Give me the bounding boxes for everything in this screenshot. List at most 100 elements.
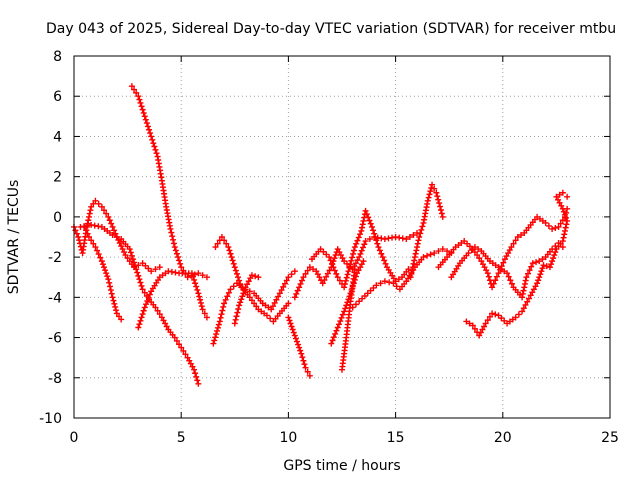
data-point <box>557 220 564 227</box>
data-point <box>508 244 515 251</box>
data-point <box>538 268 545 275</box>
data-point <box>350 250 357 257</box>
data-point <box>536 258 543 265</box>
data-point <box>203 274 210 281</box>
data-point <box>536 274 543 281</box>
data-point <box>150 140 157 147</box>
data-point <box>561 231 568 238</box>
data-point <box>537 271 544 278</box>
data-point <box>146 126 153 133</box>
data-point <box>481 264 488 271</box>
data-point <box>403 236 410 243</box>
data-point <box>505 250 512 257</box>
data-point <box>133 89 140 96</box>
data-point <box>319 280 326 287</box>
data-point <box>255 274 262 281</box>
data-point <box>72 227 79 234</box>
data-point <box>158 314 165 321</box>
y-tick-label: 6 <box>53 89 62 105</box>
data-point <box>290 329 297 336</box>
data-point <box>484 270 491 277</box>
data-point <box>113 310 120 317</box>
data-point <box>106 279 113 286</box>
data-point <box>514 234 521 240</box>
data-point <box>178 264 185 271</box>
data-point <box>221 300 228 307</box>
data-point <box>527 292 534 299</box>
data-point <box>135 272 142 279</box>
series-track-7 <box>212 234 292 325</box>
series-track-4 <box>128 83 210 281</box>
data-point <box>524 270 531 277</box>
data-point <box>214 324 221 331</box>
data-point <box>131 259 138 266</box>
data-point <box>138 314 145 321</box>
data-point <box>84 230 91 237</box>
data-point <box>234 309 241 316</box>
chart-title: Day 043 of 2025, Sidereal Day-to-day VTE… <box>46 21 616 37</box>
data-point <box>349 304 356 311</box>
data-point <box>148 268 155 275</box>
data-point <box>135 324 142 331</box>
data-point <box>240 290 247 297</box>
data-point <box>323 273 330 280</box>
data-point <box>246 288 253 295</box>
series-track-2 <box>77 221 202 387</box>
data-point <box>116 313 123 320</box>
data-point <box>556 191 563 198</box>
data-point <box>377 280 384 287</box>
data-point <box>232 267 239 274</box>
data-point <box>476 332 483 339</box>
data-point <box>356 254 363 261</box>
data-point <box>354 257 361 264</box>
data-point <box>405 266 412 273</box>
data-point <box>191 276 198 283</box>
data-point <box>137 279 144 286</box>
data-point <box>407 274 414 281</box>
data-point <box>417 230 424 237</box>
data-point <box>139 311 146 318</box>
data-point <box>216 318 223 325</box>
data-point <box>431 185 438 192</box>
data-point <box>471 249 478 256</box>
data-point <box>549 225 556 232</box>
data-point <box>109 231 116 238</box>
data-point <box>294 287 301 294</box>
data-point <box>431 250 438 257</box>
data-point <box>348 257 355 264</box>
data-point <box>143 301 150 308</box>
data-point <box>505 273 512 280</box>
data-point <box>425 194 432 201</box>
data-point <box>381 257 388 264</box>
data-point <box>331 267 338 274</box>
data-point <box>518 231 525 238</box>
data-point <box>287 320 294 327</box>
data-point <box>124 255 131 262</box>
data-point <box>231 320 238 327</box>
data-point <box>296 284 303 291</box>
data-point <box>229 257 236 264</box>
data-point <box>195 270 202 277</box>
data-point <box>468 247 475 254</box>
data-point <box>328 340 335 347</box>
data-point <box>304 267 311 274</box>
data-point <box>137 99 144 106</box>
data-point <box>86 213 93 220</box>
data-point <box>493 273 500 280</box>
y-tick-label: 0 <box>53 210 62 226</box>
data-point <box>297 347 304 354</box>
data-point <box>346 264 353 271</box>
data-point <box>489 284 496 291</box>
data-point <box>370 227 377 234</box>
data-point <box>193 373 200 380</box>
data-point <box>330 334 337 341</box>
y-tick-label: -10 <box>39 411 62 427</box>
data-point <box>371 230 378 237</box>
data-point <box>83 227 90 234</box>
data-point <box>326 267 333 274</box>
data-point <box>160 317 167 324</box>
data-point <box>127 249 134 256</box>
data-point <box>362 207 369 214</box>
data-point <box>501 256 508 263</box>
data-point <box>357 231 364 238</box>
